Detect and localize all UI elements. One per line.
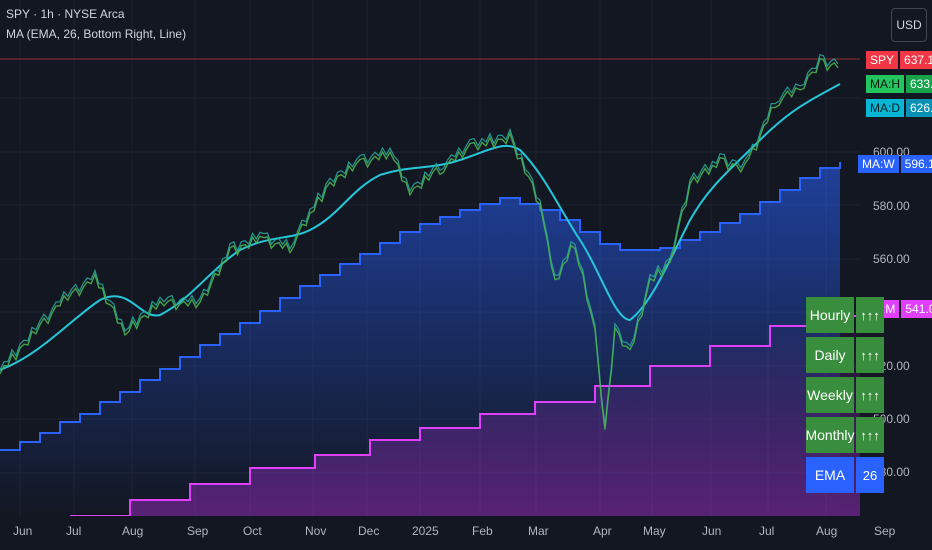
indicator-title[interactable]: MA (EMA, 26, Bottom Right, Line) [6, 27, 187, 41]
time-label: Jun [702, 524, 722, 538]
time-label: Dec [358, 524, 380, 538]
hourly-ma-line [0, 57, 839, 430]
price-label: 580.00 [873, 199, 910, 213]
trend-row-weekly: Weekly ↑↑↑ [806, 377, 884, 413]
trend-value: 26 [856, 457, 884, 493]
price-tag-name: MA:W [858, 155, 899, 173]
time-label: 2025 [412, 524, 439, 538]
trend-label: Hourly [806, 297, 854, 333]
time-label: Aug [816, 524, 838, 538]
trend-value: ↑↑↑ [856, 417, 884, 453]
time-axis[interactable]: Jun Jul Aug Sep Oct Nov Dec 2025 Feb Mar… [0, 516, 932, 550]
price-label: 560.00 [873, 252, 910, 266]
trend-value: ↑↑↑ [856, 297, 884, 333]
price-candles [0, 53, 839, 426]
trend-value: ↑↑↑ [856, 337, 884, 373]
price-tag-value: 596.15 [900, 155, 932, 173]
price-tag-value: 633.37 [906, 75, 932, 93]
time-label: Mar [528, 524, 549, 538]
price-tag-ma-w: MA:W 596.15 [858, 155, 932, 173]
price-tag-ma-d: MA:D 626.58 [866, 99, 932, 117]
time-label: Oct [243, 524, 262, 538]
time-label: Jul [759, 524, 775, 538]
price-chart[interactable] [0, 0, 860, 516]
trend-row-daily: Daily ↑↑↑ [806, 337, 884, 373]
time-label: Feb [472, 524, 493, 538]
time-label: Jun [13, 524, 33, 538]
monthly-ma-line [70, 315, 860, 516]
price-tag-value: 637.14 [900, 51, 932, 69]
price-tag-spy: SPY 637.14 [866, 51, 932, 69]
time-label: Sep [187, 524, 209, 538]
trend-label: Monthly [805, 417, 855, 453]
time-label: May [643, 524, 666, 538]
price-tag-value: 541.02 [901, 300, 932, 318]
trend-row-monthly: Monthly ↑↑↑ [805, 417, 884, 453]
trend-label: Daily [806, 337, 854, 373]
trend-label: Weekly [806, 377, 854, 413]
price-tag-name: SPY [866, 51, 899, 69]
price-tag-name: MA:H [866, 75, 904, 93]
trend-row-hourly: Hourly ↑↑↑ [806, 297, 884, 333]
symbol-title[interactable]: SPY · 1h · NYSE Arca [6, 7, 125, 21]
daily-ma-line [0, 83, 841, 371]
currency-button[interactable]: USD [891, 8, 927, 42]
time-label: Apr [593, 524, 612, 538]
trend-label: EMA [806, 457, 854, 493]
price-tag-value: 626.58 [906, 99, 932, 117]
time-label: Sep [874, 524, 896, 538]
price-tag-ma-h: MA:H 633.37 [866, 75, 932, 93]
trend-row-ema: EMA 26 [806, 457, 884, 493]
trend-value: ↑↑↑ [856, 377, 884, 413]
time-label: Jul [66, 524, 82, 538]
time-label: Nov [305, 524, 327, 538]
chart-area[interactable]: SPY · 1h · NYSE Arca MA (EMA, 26, Bottom… [0, 0, 860, 516]
weekly-ma-line [0, 162, 841, 451]
price-tag-name: MA:D [866, 99, 904, 117]
time-label: Aug [122, 524, 144, 538]
